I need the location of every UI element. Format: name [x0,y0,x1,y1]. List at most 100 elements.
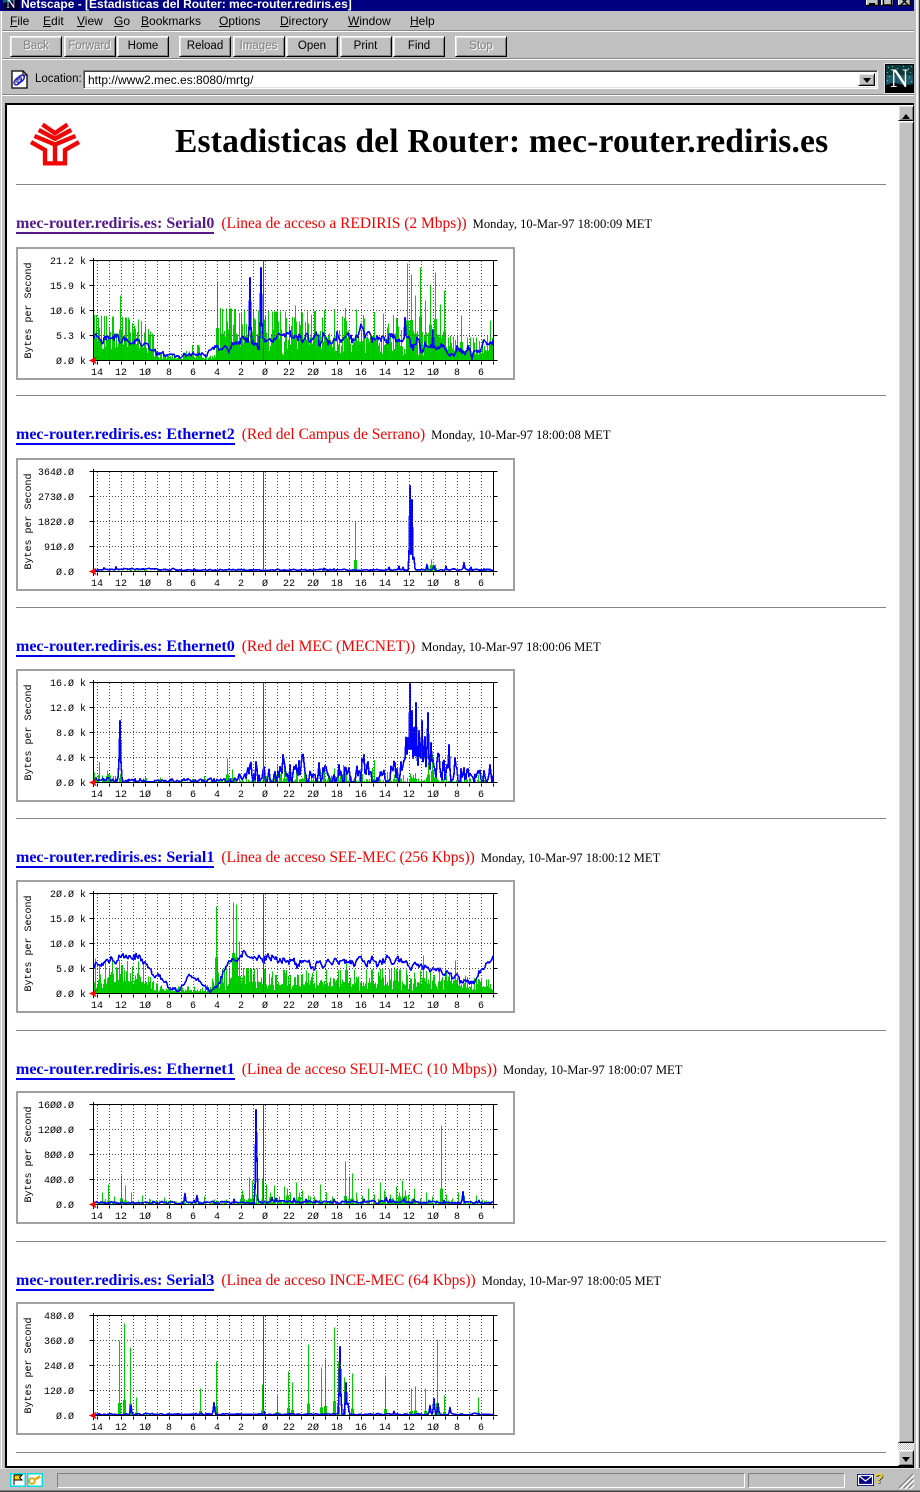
svg-text:18: 18 [331,579,343,590]
svg-text:1Ø: 1Ø [427,367,439,379]
svg-text:2: 2 [238,579,244,590]
svg-text:273Ø.Ø: 273Ø.Ø [38,492,74,504]
svg-text:6: 6 [190,1423,196,1434]
svg-text:18: 18 [331,1001,343,1012]
svg-text:5.3: 5.3 [56,332,74,343]
svg-text:k: k [74,778,86,790]
svg-text:2: 2 [238,1423,244,1434]
svg-text:4: 4 [214,368,220,379]
svg-text:91Ø.Ø: 91Ø.Ø [44,542,74,554]
svg-text:16: 16 [355,790,367,801]
svg-text:14: 14 [379,1423,391,1434]
svg-text:6: 6 [190,790,196,801]
svg-text:k: k [74,356,86,368]
svg-text:15.Ø: 15.Ø [50,914,74,926]
svg-text:14: 14 [379,1212,391,1223]
svg-text:16: 16 [355,368,367,379]
svg-text:k: k [74,753,86,765]
svg-text:k: k [74,889,86,901]
svg-text:Ø: Ø [262,1211,268,1223]
svg-text:Ø.Ø: Ø.Ø [56,1411,74,1423]
svg-text:12: 12 [115,1212,127,1223]
svg-text:1Ø: 1Ø [427,1000,439,1012]
svg-text:2: 2 [238,1212,244,1223]
svg-text:1Ø: 1Ø [139,367,151,379]
svg-text:Ø.Ø: Ø.Ø [56,1200,74,1212]
svg-text:k: k [74,306,86,318]
svg-text:Ø.Ø: Ø.Ø [56,356,74,368]
svg-text:k: k [74,914,86,926]
svg-text:16: 16 [355,579,367,590]
svg-text:8: 8 [454,579,460,590]
svg-text:2Ø: 2Ø [307,789,319,801]
svg-text:22: 22 [283,1001,295,1012]
svg-text:4: 4 [214,1001,220,1012]
svg-text:12Ø.Ø: 12Ø.Ø [44,1386,74,1398]
svg-text:4: 4 [214,1212,220,1223]
svg-text:k: k [74,256,86,268]
svg-text:1Ø.Ø: 1Ø.Ø [50,939,74,951]
svg-text:2Ø: 2Ø [307,367,319,379]
svg-text:18: 18 [331,1212,343,1223]
svg-text:22: 22 [283,1212,295,1223]
svg-text:18: 18 [331,790,343,801]
svg-text:4ØØ.Ø: 4ØØ.Ø [44,1175,74,1187]
svg-text:1Ø: 1Ø [427,789,439,801]
svg-text:12: 12 [115,790,127,801]
svg-text:8: 8 [166,579,172,590]
svg-text:k: k [74,703,86,715]
svg-text:8ØØ.Ø: 8ØØ.Ø [44,1150,74,1162]
svg-text:1Ø: 1Ø [427,578,439,590]
svg-text:k: k [74,964,86,976]
svg-text:16: 16 [355,1001,367,1012]
svg-text:1Ø: 1Ø [427,1422,439,1434]
svg-text:6: 6 [190,1001,196,1012]
svg-text:2Ø: 2Ø [307,578,319,590]
svg-text:Ø: Ø [262,578,268,590]
svg-text:14: 14 [379,579,391,590]
svg-text:36Ø.Ø: 36Ø.Ø [44,1336,74,1348]
svg-text:14: 14 [379,368,391,379]
svg-text:6: 6 [478,1212,484,1223]
svg-text:21.2: 21.2 [50,257,74,268]
svg-text:k: k [74,281,86,293]
svg-text:12: 12 [115,1423,127,1434]
svg-text:Bytes per Second: Bytes per Second [23,262,35,358]
svg-text:Bytes per Second: Bytes per Second [23,473,35,569]
svg-text:16ØØ.Ø: 16ØØ.Ø [38,1100,74,1112]
svg-text:12: 12 [403,790,415,801]
svg-text:k: k [74,728,86,740]
svg-text:12: 12 [403,1423,415,1434]
svg-text:12: 12 [403,1001,415,1012]
svg-text:14: 14 [91,368,103,379]
svg-text:22: 22 [283,368,295,379]
svg-text:Bytes per Second: Bytes per Second [23,1317,35,1413]
svg-text:2: 2 [238,1001,244,1012]
svg-text:8.Ø: 8.Ø [56,728,74,740]
svg-text:12.Ø: 12.Ø [50,703,74,715]
svg-text:1Ø: 1Ø [139,1422,151,1434]
svg-text:12: 12 [115,1001,127,1012]
svg-text:2: 2 [238,790,244,801]
svg-text:6: 6 [190,368,196,379]
svg-text:18: 18 [331,368,343,379]
svg-text:1Ø: 1Ø [139,1211,151,1223]
svg-text:48Ø.Ø: 48Ø.Ø [44,1311,74,1323]
svg-text:12: 12 [403,368,415,379]
svg-text:8: 8 [454,1212,460,1223]
svg-text:4.Ø: 4.Ø [56,753,74,765]
svg-text:Bytes per Second: Bytes per Second [23,895,35,991]
svg-text:4: 4 [214,1423,220,1434]
svg-text:1Ø: 1Ø [139,1000,151,1012]
svg-text:22: 22 [283,1423,295,1434]
svg-text:6: 6 [478,1423,484,1434]
svg-text:2: 2 [238,368,244,379]
svg-text:Ø: Ø [262,1422,268,1434]
svg-text:1Ø: 1Ø [139,578,151,590]
svg-text:8: 8 [166,1001,172,1012]
svg-text:22: 22 [283,790,295,801]
svg-text:12: 12 [115,579,127,590]
svg-text:18: 18 [331,1423,343,1434]
svg-text:8: 8 [166,1423,172,1434]
svg-text:8: 8 [454,1001,460,1012]
